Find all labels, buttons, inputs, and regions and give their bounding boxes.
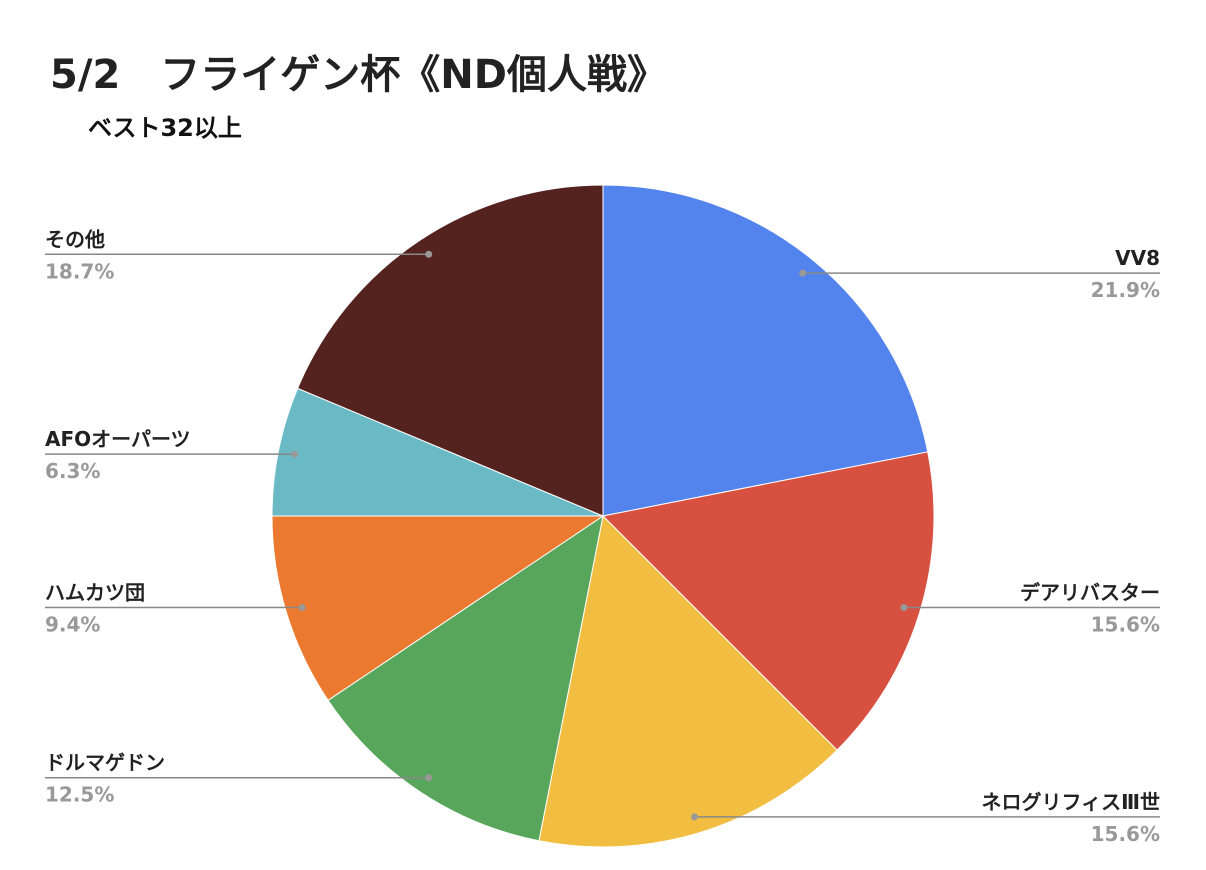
leader-dot bbox=[691, 813, 699, 821]
slice-label: AFOオーパーツ bbox=[45, 427, 191, 451]
chart-subtitle: ベスト32以上 bbox=[88, 114, 242, 142]
leader-dot bbox=[425, 774, 433, 782]
leader-dot bbox=[799, 269, 807, 277]
slice-label: ハムカツ団 bbox=[45, 581, 145, 605]
slice-label: ドルマゲドン bbox=[45, 751, 165, 775]
slice-value: 12.5% bbox=[45, 783, 114, 807]
leader-dot bbox=[291, 450, 299, 458]
pie-slice bbox=[602, 184, 929, 517]
slice-label: デアリバスター bbox=[1020, 581, 1160, 605]
pie-slice bbox=[271, 387, 604, 517]
pie-slice bbox=[271, 515, 605, 702]
slice-value: 9.4% bbox=[45, 613, 100, 637]
leader-dot bbox=[425, 250, 433, 258]
slice-value: 15.6% bbox=[1091, 613, 1160, 637]
slice-label: ネログリフィスⅢ世 bbox=[981, 790, 1160, 814]
pie-slice bbox=[296, 184, 604, 517]
slice-value: 6.3% bbox=[45, 459, 100, 483]
leader-dot bbox=[900, 604, 908, 612]
slice-label: VV8 bbox=[1115, 246, 1160, 270]
chart-title: 5/2 フライゲン杯《ND個人戦》 bbox=[50, 52, 667, 98]
slice-value: 21.9% bbox=[1091, 278, 1160, 302]
pie-slice bbox=[538, 514, 838, 848]
slice-label: その他 bbox=[45, 227, 105, 251]
leader-dot bbox=[298, 604, 306, 612]
pie-slice bbox=[327, 514, 604, 842]
slice-value: 15.6% bbox=[1091, 822, 1160, 846]
slice-value: 18.7% bbox=[45, 259, 114, 283]
pie-slice bbox=[601, 451, 935, 751]
